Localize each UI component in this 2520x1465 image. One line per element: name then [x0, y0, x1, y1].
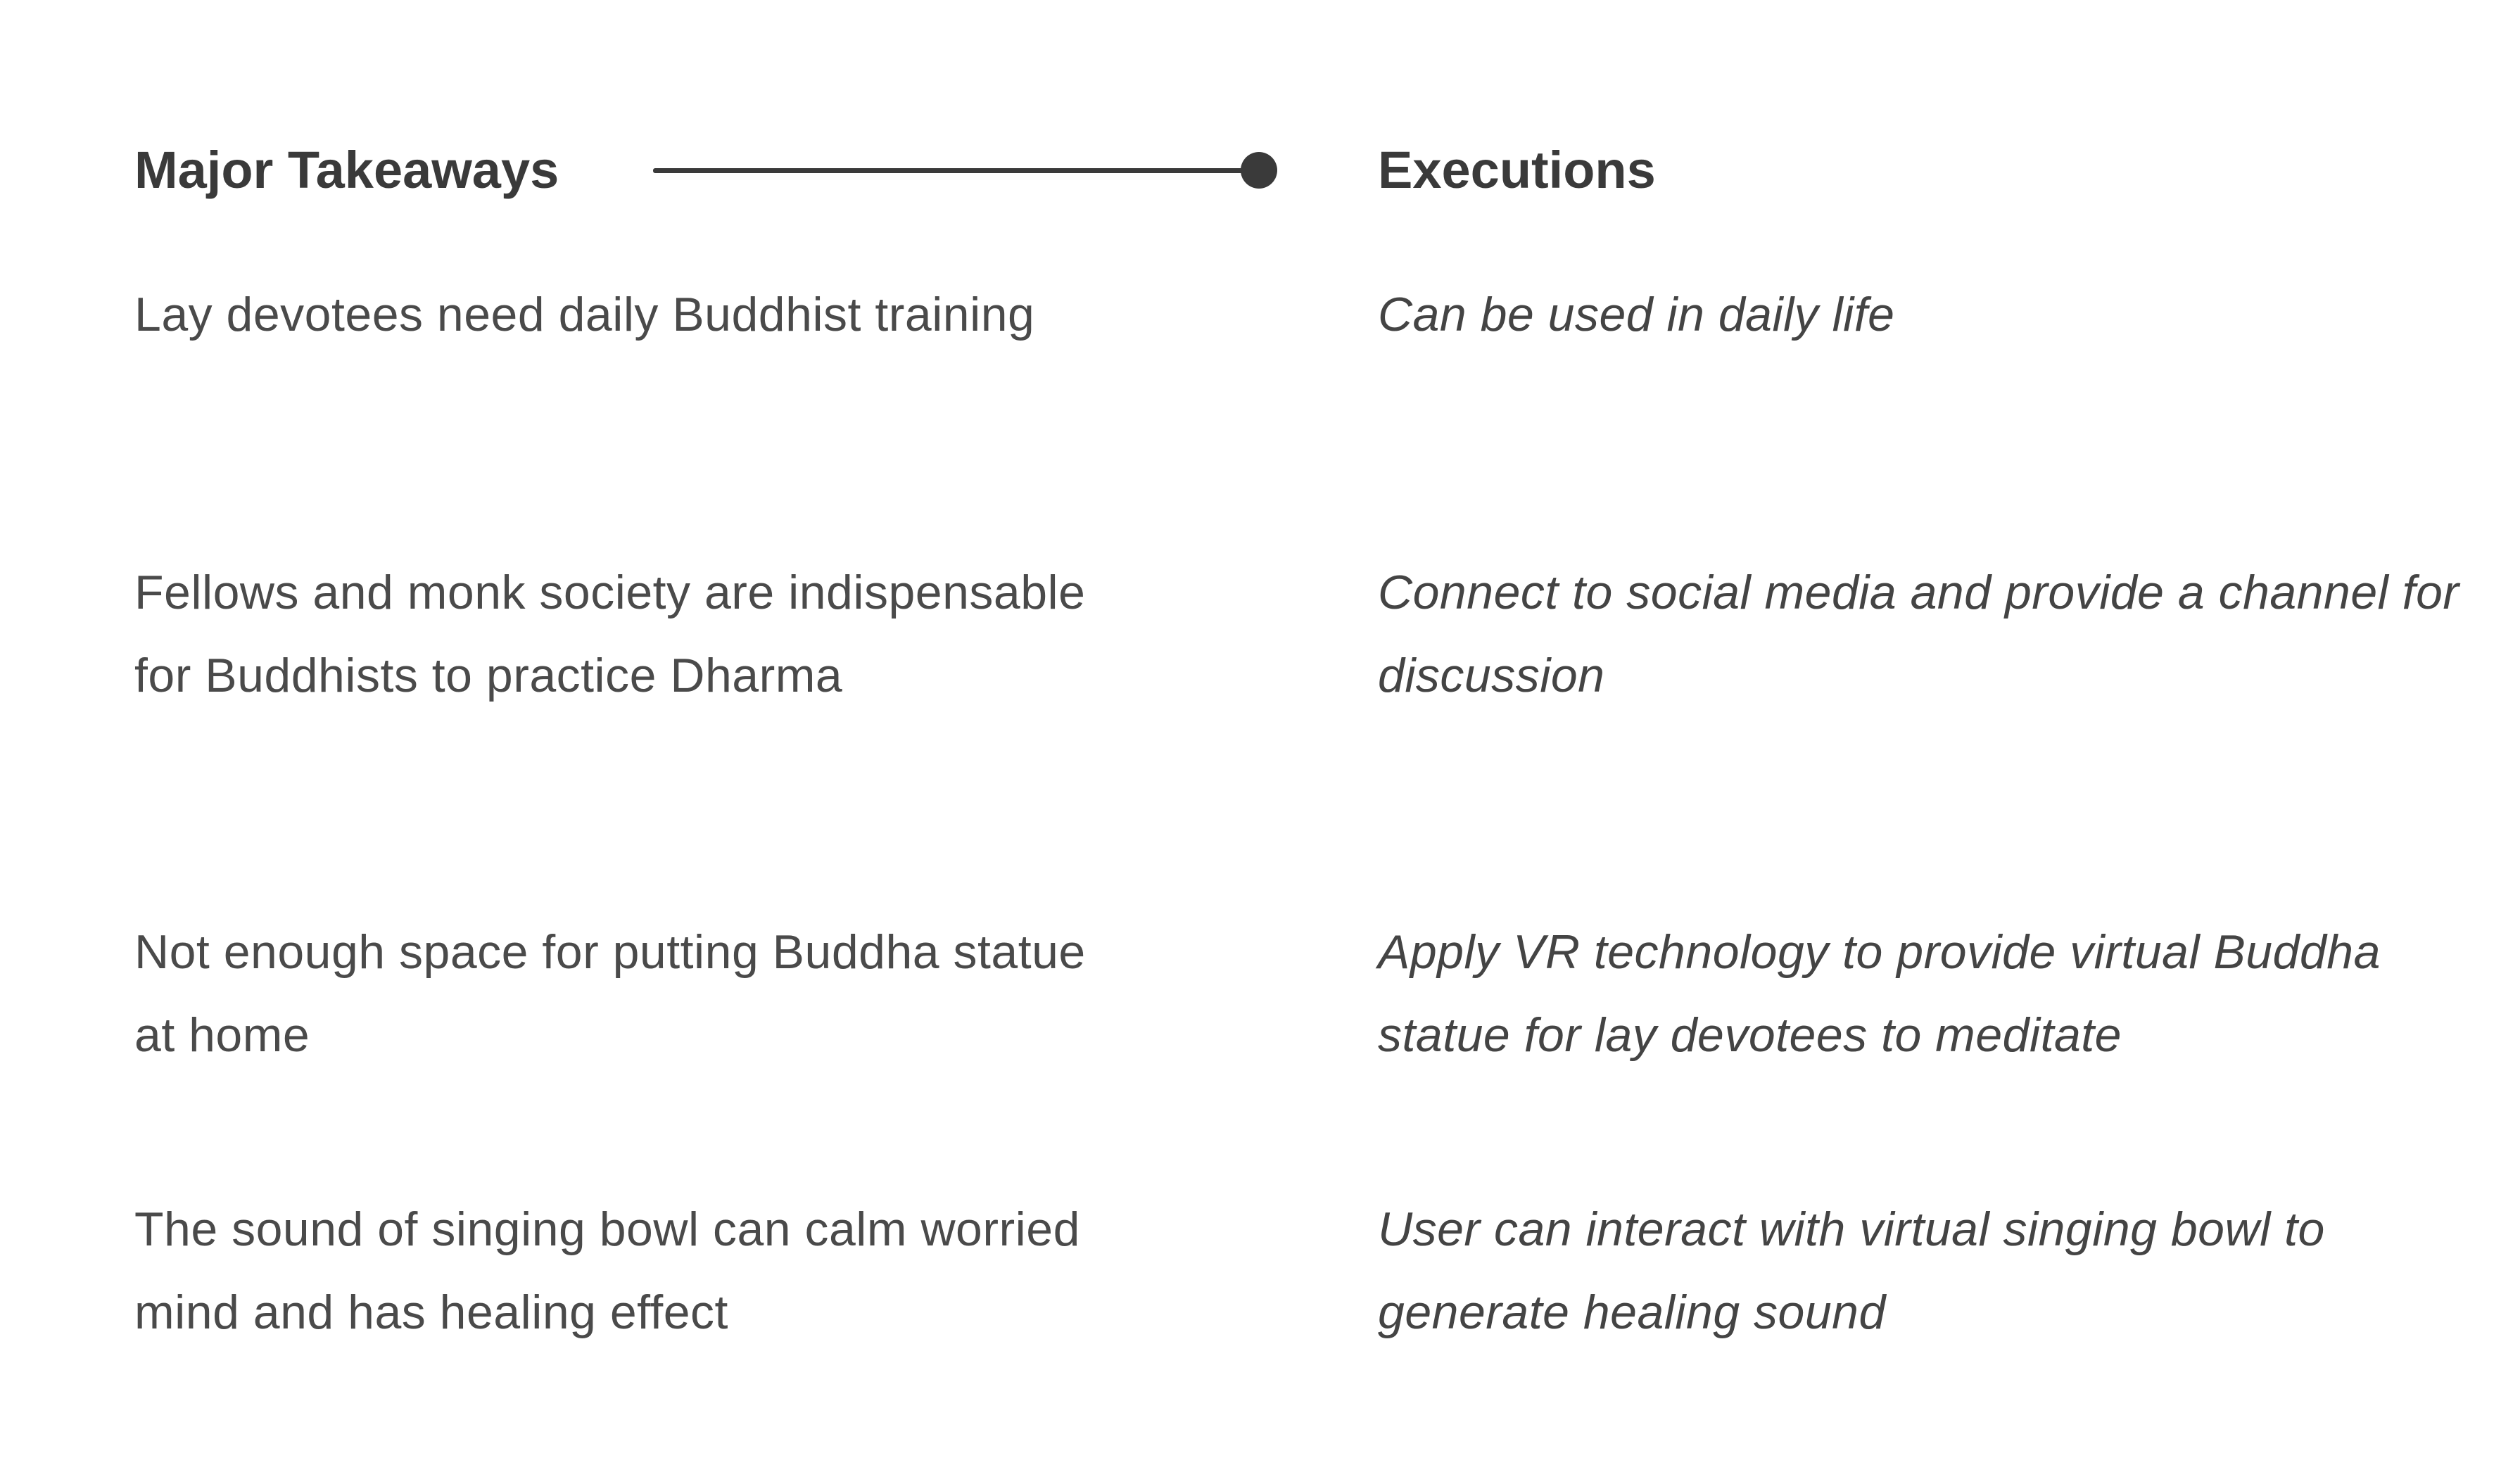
connector-line: [653, 168, 1258, 173]
takeaway-item: Not enough space for putting Buddha stat…: [134, 925, 1086, 1062]
execution-item: Apply VR technology to provide virtual B…: [1378, 925, 2381, 1062]
major-takeaways-heading: Major Takeaways: [134, 141, 559, 199]
connector-dot-icon: [1241, 152, 1277, 189]
execution-item: Connect to social media and provide a ch…: [1378, 566, 2459, 702]
execution-item: User can interact with virtual singing b…: [1378, 1203, 2325, 1339]
takeaway-item: Lay devotees need daily Buddhist trainin…: [134, 288, 1035, 341]
takeaway-item: The sound of singing bowl can calm worri…: [134, 1203, 1080, 1339]
executions-heading: Executions: [1378, 141, 1656, 199]
execution-item: Can be used in daily life: [1378, 288, 1895, 341]
takeaway-item: Fellows and monk society are indispensab…: [134, 566, 1086, 702]
